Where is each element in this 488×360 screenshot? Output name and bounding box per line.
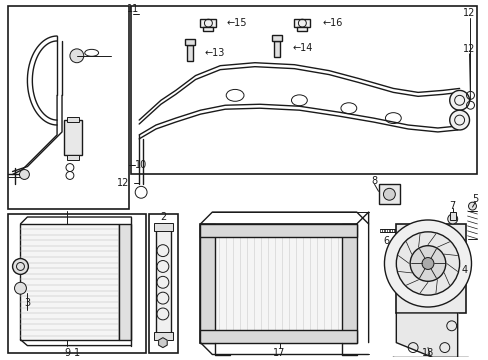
Text: 12: 12 <box>463 8 475 18</box>
Text: 12: 12 <box>463 44 475 54</box>
Circle shape <box>13 258 28 274</box>
Bar <box>395 224 465 313</box>
Bar <box>131 6 476 175</box>
Bar <box>64 120 81 155</box>
Circle shape <box>20 170 29 179</box>
Text: 11: 11 <box>127 4 139 14</box>
Bar <box>294 19 310 27</box>
Bar <box>154 332 172 339</box>
Bar <box>449 212 455 220</box>
Bar <box>186 45 192 61</box>
Bar <box>200 224 215 343</box>
Circle shape <box>409 246 445 281</box>
Bar <box>297 27 306 31</box>
Circle shape <box>384 220 470 307</box>
Bar <box>119 224 131 339</box>
Bar <box>67 155 79 159</box>
Circle shape <box>468 202 475 210</box>
Bar <box>8 6 129 209</box>
Bar <box>8 214 146 352</box>
Bar <box>20 224 119 339</box>
Circle shape <box>449 90 468 110</box>
Bar <box>378 184 400 204</box>
Text: 18: 18 <box>421 347 433 357</box>
Bar <box>184 39 194 45</box>
Bar <box>154 223 172 231</box>
Text: 10: 10 <box>135 159 147 170</box>
Bar <box>203 27 213 31</box>
Text: 17: 17 <box>273 347 285 357</box>
Bar <box>341 224 356 343</box>
Circle shape <box>449 110 468 130</box>
Text: 8: 8 <box>371 176 377 186</box>
Circle shape <box>447 214 457 224</box>
Text: 1: 1 <box>74 347 80 357</box>
Bar <box>271 35 281 41</box>
Text: ←16: ←16 <box>322 18 342 28</box>
Bar <box>200 19 216 27</box>
Text: 3: 3 <box>24 298 30 308</box>
Circle shape <box>421 257 433 269</box>
Polygon shape <box>392 357 467 360</box>
Text: 4: 4 <box>461 265 467 275</box>
Circle shape <box>15 282 26 294</box>
Text: 2: 2 <box>160 212 166 222</box>
Bar <box>200 330 356 343</box>
Bar <box>67 117 79 122</box>
Circle shape <box>70 49 83 63</box>
Text: 9: 9 <box>64 347 70 357</box>
Polygon shape <box>395 313 457 357</box>
Text: 6: 6 <box>383 236 389 246</box>
Bar <box>200 224 356 237</box>
Text: ←15: ←15 <box>226 18 246 28</box>
Bar <box>149 214 177 352</box>
Text: ←14: ←14 <box>292 43 312 53</box>
Text: 5: 5 <box>471 194 478 204</box>
Bar <box>200 224 356 343</box>
Text: ←13: ←13 <box>204 48 224 58</box>
Bar <box>273 41 279 57</box>
Circle shape <box>383 188 394 200</box>
Circle shape <box>395 232 459 295</box>
Text: 12: 12 <box>117 179 129 188</box>
Bar <box>156 227 170 336</box>
Text: 7: 7 <box>448 201 455 211</box>
